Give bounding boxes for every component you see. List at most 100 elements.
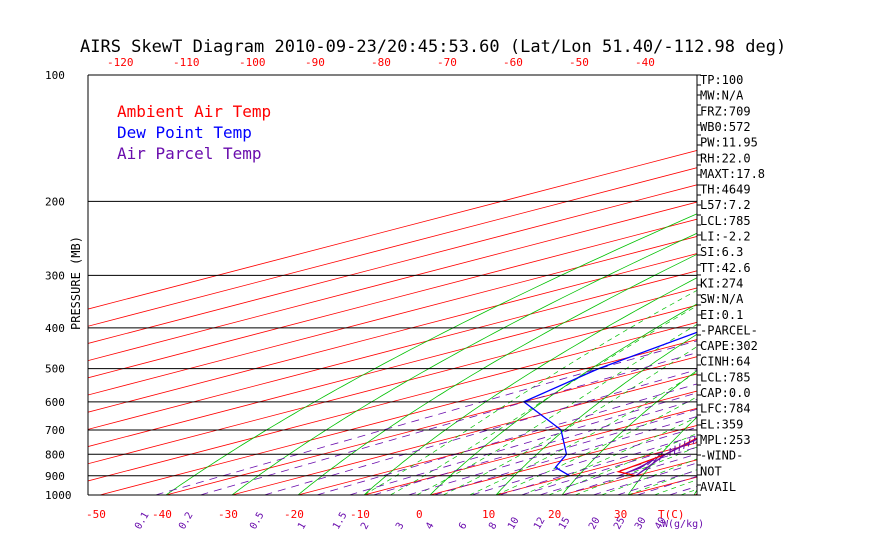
top-temp-tick-label: -100 [239,56,266,69]
bottom-temp-tick-label: 0 [416,508,423,521]
cape-hatch-mark [788,382,814,390]
index-item: NOT [700,464,722,478]
index-item: TP:100 [700,73,743,87]
index-item: FRZ:709 [700,104,751,118]
pressure-tick-label: 200 [45,195,65,208]
series-line-ambient-air-temp [616,437,697,477]
pressure-tick-label: 600 [45,396,65,409]
isotherm-line [297,390,697,495]
top-temp-tick-label: -70 [437,56,457,69]
pressure-lines [87,74,701,496]
index-item: PW:11.95 [700,136,758,150]
index-item: MPL:253 [700,433,751,447]
cape-hatch-mark [844,345,865,353]
moist-adiabat-line [495,396,697,495]
moist-adiabat-line [363,289,697,495]
top-temp-tick-label: -40 [635,56,655,69]
dry-adiabat-line [231,232,697,495]
mixing-ratio-tick-label: 20 [587,516,603,532]
dry-adiabat-line [429,303,697,495]
dry-adiabat-line [760,75,870,495]
index-item: CAPE:302 [700,339,758,353]
isotherm-line [363,407,697,495]
pressure-tick-label: 900 [45,470,65,483]
isotherm-line [231,373,697,495]
mixing-ratio-tick-label: 0.1 [133,510,152,531]
moist-adiabat-line [443,346,697,495]
cape-hatch-mark [793,379,820,387]
top-temp-tick-label: -120 [107,56,134,69]
pressure-tick-label: 700 [45,424,65,437]
mixing-ratio-tick-label: 0.2 [177,510,196,531]
top-temp-tick-label: -80 [371,56,391,69]
index-item: -PARCEL- [700,323,758,337]
moist-adiabat-line [522,416,697,495]
cape-hatch-mark [817,365,850,373]
cape-hatch-mark [641,458,654,468]
cape-hatch-mark [832,353,858,361]
isotherm-line [88,201,697,362]
isotherm-line [88,184,697,344]
pressure-tick-label: 400 [45,322,65,335]
isotherm-line [429,425,697,495]
mixing-ratio-tick-label: 12 [532,516,548,532]
isotherm-line [88,287,697,447]
cape-hatch-mark [827,357,855,365]
mixing-ratio-tick-label: 30 [633,516,649,532]
isotherm-line [88,304,697,465]
index-item: MW:N/A [700,89,744,103]
cape-hatch-mark [766,395,787,403]
cape-hatch-mark [855,337,870,345]
isotherm-line [88,167,697,327]
isotherm-line [88,218,697,379]
index-item: CAP:0.0 [700,386,751,400]
mixing-ratio-tick-label: 1 [296,521,309,532]
cape-hatch-mark [822,361,853,369]
top-temp-tick-label: -50 [569,56,589,69]
pressure-tick-label: 300 [45,269,65,282]
isotherm-line [88,150,697,310]
mixing-ratio-tick-label: 1.5 [331,510,350,531]
index-item: SI:6.3 [700,245,743,259]
cape-hatch-mark [772,392,794,400]
dry-adiabat-line [561,370,697,495]
bottom-temp-tick-label: -40 [152,508,172,521]
mixing-ratio-tick-label: 25 [612,516,628,532]
pressure-tick-label: 500 [45,363,65,376]
dry-adiabat-line [495,333,697,495]
mixing-ratio-tick-label: 6 [457,521,470,532]
x-axis-label: T(C) [658,508,685,521]
moist-adiabat-line [390,305,697,495]
index-item: WB0:572 [700,120,751,134]
series-line-air-parcel-temp [635,438,697,477]
bottom-temp-tick-label: 10 [482,508,495,521]
pressure-tick-label: 800 [45,448,65,461]
index-item: AVAIL [700,480,736,494]
isotherm-line [88,321,697,482]
index-item: L57:7.2 [700,198,751,212]
mixing-ratio-line [433,416,697,495]
index-item: EI:0.1 [700,308,743,322]
index-item: EL:359 [700,417,743,431]
index-item: SW:N/A [700,292,744,306]
top-temp-tick-label: -60 [503,56,523,69]
mixing-ratio-tick-label: 15 [557,516,573,532]
dry-adiabat-line [297,253,697,495]
index-item: KI:274 [700,276,743,290]
mixing-ratio-tick-label: 0.5 [248,510,267,531]
mixing-ratio-line [155,340,697,495]
cape-hatch-mark [805,372,835,380]
isotherm-line [88,253,697,413]
bottom-temp-tick-label: 30 [614,508,627,521]
index-item: TH:4649 [700,183,751,197]
index-item: MAXT:17.8 [700,167,765,181]
cape-hatch-mark [811,368,843,376]
chart-title: AIRS SkewT Diagram 2010-09-23/20:45:53.6… [80,37,786,57]
index-item: -WIND- [700,449,743,463]
index-item: LI:-2.2 [700,230,751,244]
isotherm-line [760,75,870,495]
index-item: CINH:64 [700,355,751,369]
index-item: LCL:785 [700,370,751,384]
top-temp-tick-label: -110 [173,56,200,69]
